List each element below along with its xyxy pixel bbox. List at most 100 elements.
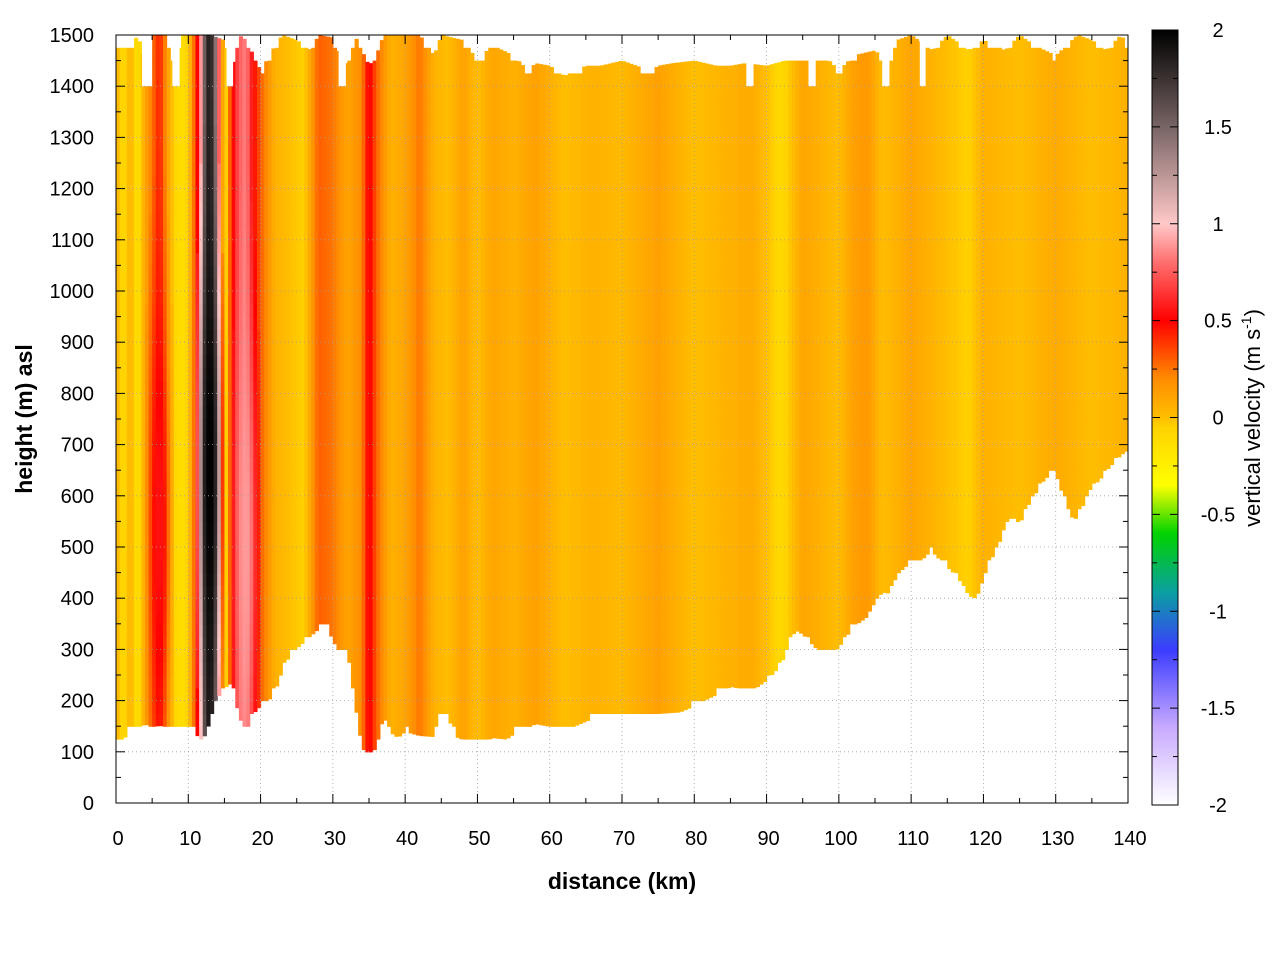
field-cell — [195, 265, 200, 279]
field-cell — [217, 188, 222, 202]
field-cell — [347, 214, 352, 228]
field-cell — [278, 393, 283, 407]
field-cell — [260, 521, 265, 535]
field-cell — [253, 700, 258, 713]
field-cell — [213, 457, 218, 471]
field-cell — [152, 713, 157, 727]
field-cell — [394, 495, 399, 510]
field-cell — [311, 559, 316, 574]
field-cell — [365, 227, 370, 241]
field-cell — [376, 572, 381, 586]
field-cell — [188, 470, 193, 484]
field-cell — [152, 291, 157, 305]
field-cell — [325, 419, 330, 433]
field-cell — [462, 611, 468, 625]
field-cell — [390, 687, 395, 702]
field-cell — [159, 175, 164, 190]
field-cell — [296, 508, 301, 522]
field-cell — [278, 623, 283, 638]
field-cell — [419, 355, 424, 369]
field-cell — [173, 623, 179, 638]
field-cell — [430, 585, 435, 599]
field-cell — [358, 329, 363, 343]
field-cell — [372, 316, 377, 330]
field-cell — [318, 419, 323, 433]
field-cell — [455, 86, 460, 100]
field-cell — [296, 86, 301, 100]
field-cell — [275, 419, 280, 433]
field-cell — [206, 163, 211, 177]
field-cell — [376, 483, 381, 497]
field-cell — [311, 60, 316, 74]
field-cell — [173, 483, 179, 497]
field-cell — [123, 547, 128, 561]
field-cell — [336, 111, 341, 126]
field-cell — [238, 201, 244, 215]
field-cell — [397, 99, 403, 113]
field-cell — [343, 355, 348, 369]
field-cell — [206, 380, 211, 394]
field-cell — [325, 547, 330, 561]
field-cell — [379, 227, 385, 241]
field-cell — [141, 495, 146, 510]
field-cell — [173, 611, 179, 625]
field-cell — [365, 623, 370, 638]
field-cell — [361, 60, 366, 74]
field-cell — [170, 431, 175, 446]
field-cell — [314, 124, 319, 138]
field-cell — [354, 662, 359, 676]
field-cell — [235, 380, 240, 394]
field-cell — [408, 291, 413, 305]
field-cell — [434, 227, 439, 241]
field-cell — [289, 457, 294, 471]
field-cell — [437, 239, 442, 254]
field-cell — [347, 585, 352, 599]
field-cell — [275, 252, 280, 266]
field-cell — [271, 188, 276, 202]
field-cell — [311, 73, 316, 87]
field-cell — [350, 150, 356, 164]
field-cell — [405, 687, 410, 702]
field-cell — [336, 367, 341, 382]
field-cell — [199, 355, 204, 369]
field-cell — [350, 355, 356, 369]
field-cell — [437, 99, 442, 113]
field-cell — [170, 559, 175, 574]
field-cell — [325, 47, 330, 62]
field-cell — [260, 252, 265, 266]
field-cell — [322, 35, 327, 49]
field-cell — [264, 265, 269, 279]
field-cell — [184, 470, 189, 484]
field-cell — [249, 188, 254, 202]
field-cell — [256, 419, 262, 433]
field-cell — [300, 329, 305, 343]
field-cell — [405, 188, 410, 202]
field-cell — [141, 329, 146, 343]
field-cell — [213, 559, 218, 574]
field-cell — [434, 355, 439, 369]
field-cell — [253, 316, 258, 330]
field-cell — [459, 623, 464, 638]
field-cell — [209, 611, 215, 625]
field-cell — [188, 713, 193, 727]
field-cell — [264, 483, 269, 497]
field-cell — [430, 316, 435, 330]
field-cell — [173, 86, 179, 100]
field-cell — [329, 239, 334, 254]
field-cell — [199, 367, 204, 382]
field-cell — [372, 636, 377, 650]
field-cell — [441, 239, 446, 254]
field-cell — [246, 483, 251, 497]
field-cell — [350, 623, 356, 638]
field-cell — [184, 60, 189, 74]
field-cell — [358, 316, 363, 330]
field-cell — [361, 150, 366, 164]
field-cell — [231, 508, 236, 522]
field-cell — [448, 175, 453, 190]
field-cell — [141, 367, 146, 382]
field-cell — [238, 137, 244, 151]
field-cell — [238, 585, 244, 599]
field-cell — [372, 99, 377, 113]
field-cell — [350, 137, 356, 151]
field-cell — [347, 457, 352, 471]
